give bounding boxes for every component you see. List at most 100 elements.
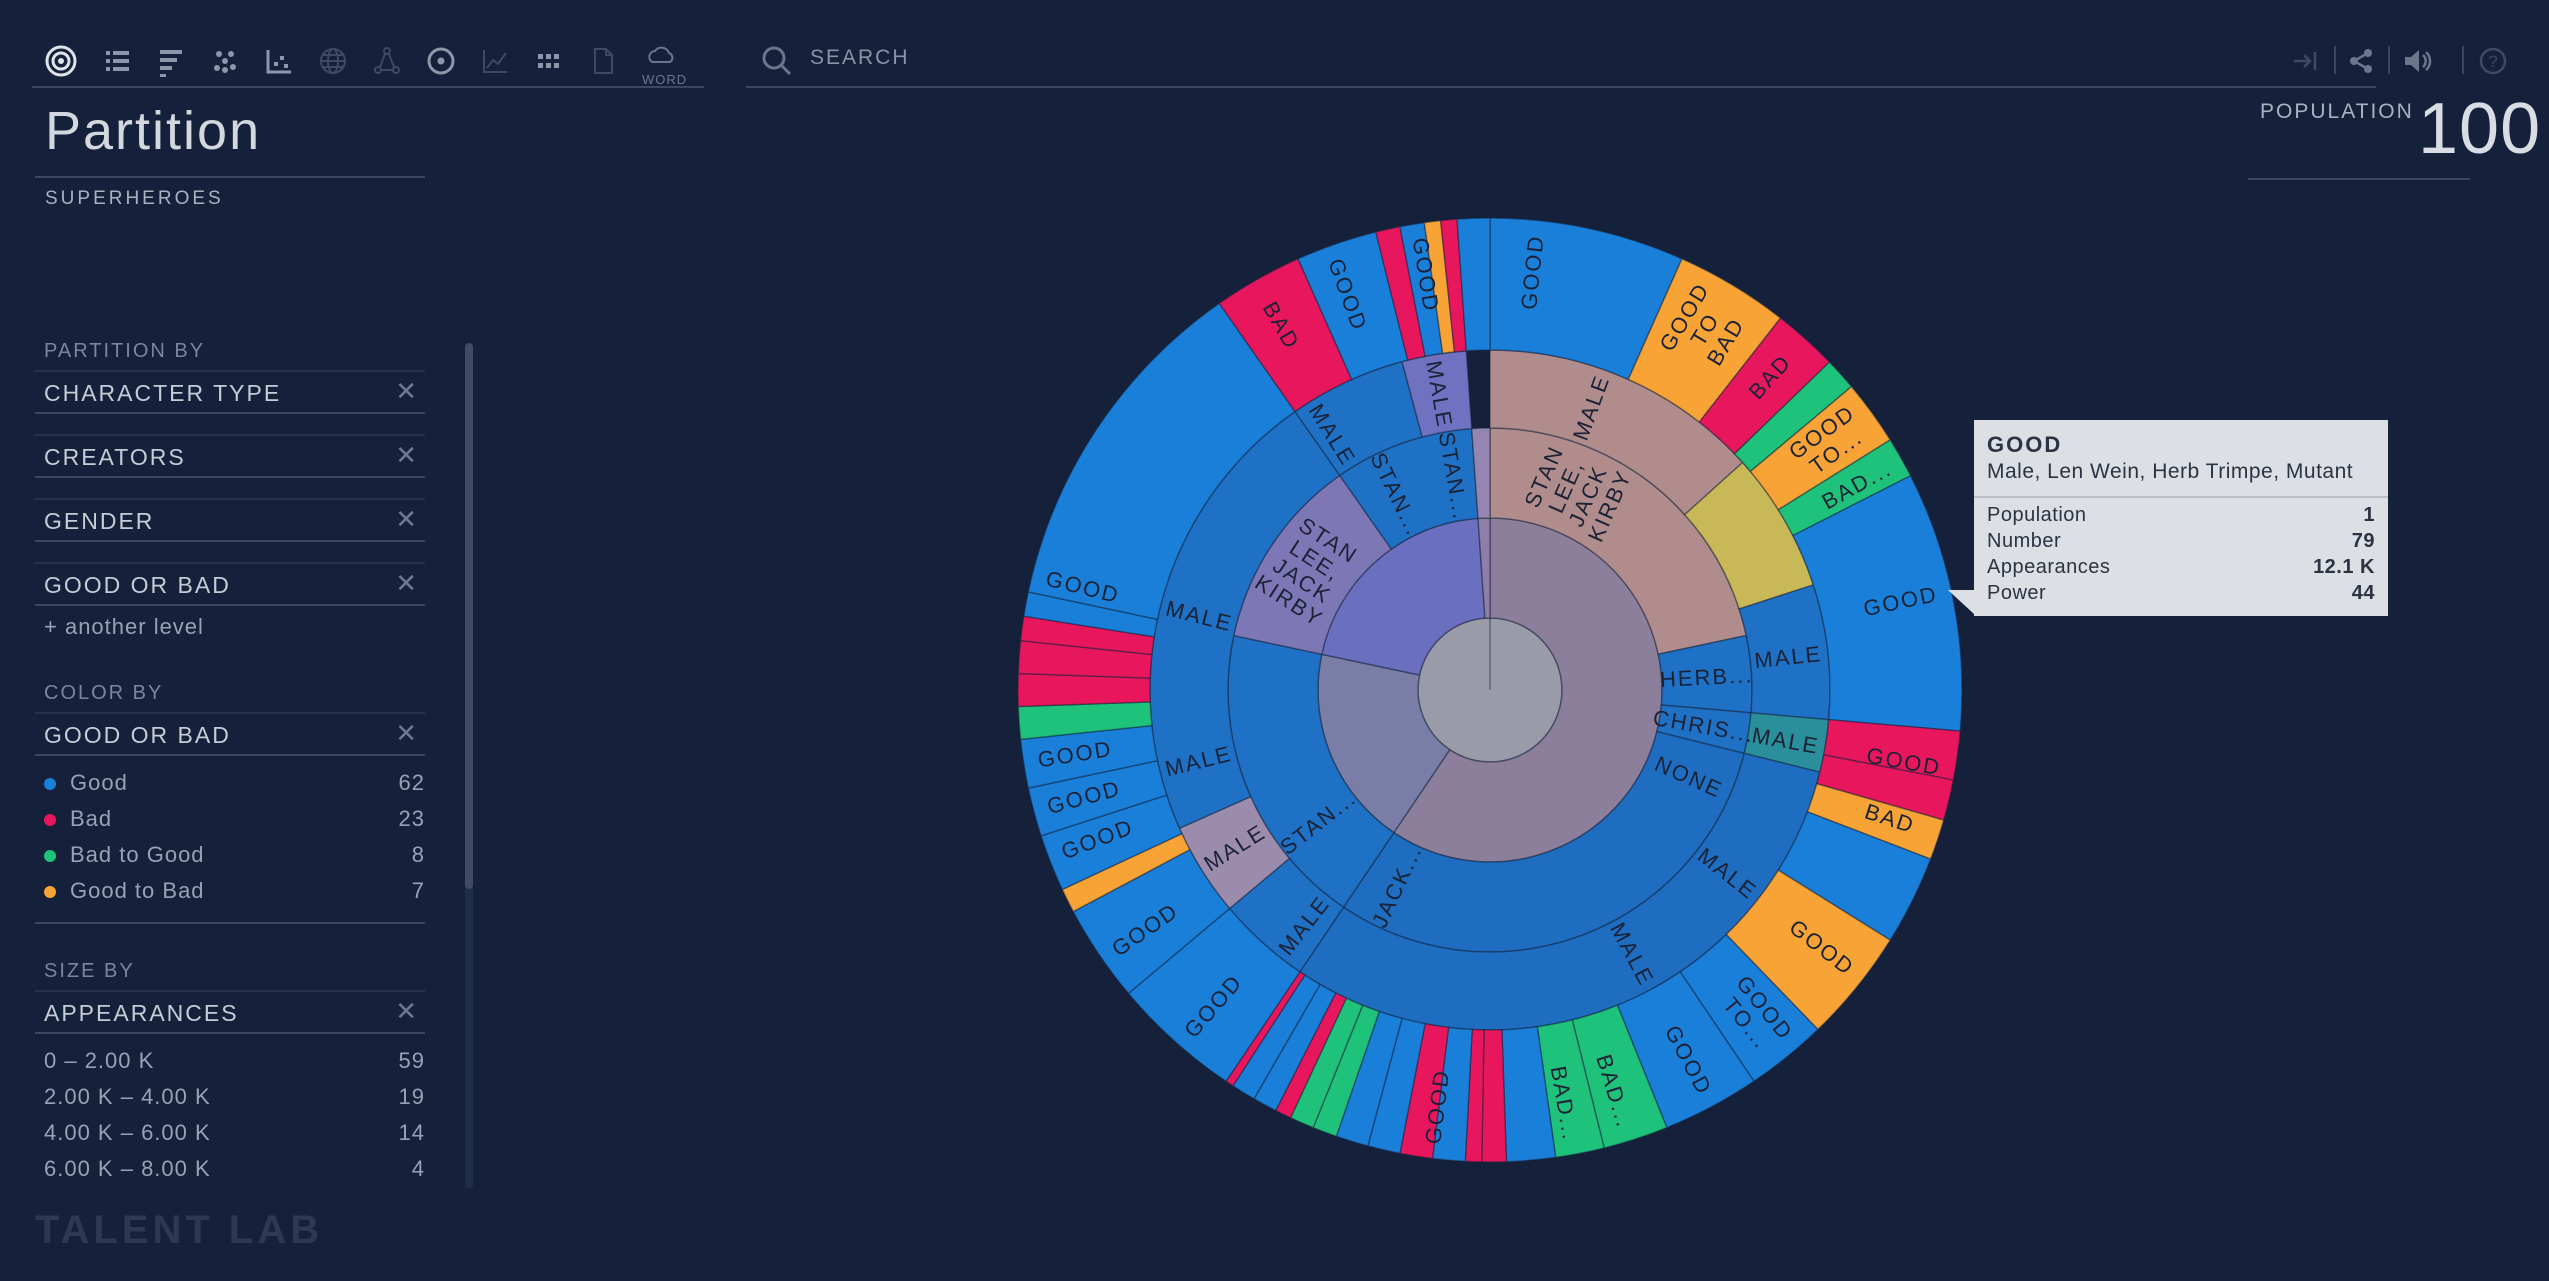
grid-dots-icon[interactable] <box>530 42 568 80</box>
outer-segment[interactable] <box>1017 701 1153 741</box>
outer-segment[interactable] <box>1399 221 1444 358</box>
outer-segment[interactable] <box>1464 1028 1485 1163</box>
outer-segment[interactable] <box>1749 385 1892 511</box>
outer-segment[interactable] <box>1072 848 1231 995</box>
ring2-segment[interactable] <box>1227 634 1395 909</box>
outer-segment[interactable] <box>1335 1010 1403 1147</box>
ring1-segment[interactable] <box>1392 517 1663 863</box>
ring1-segment[interactable] <box>1320 517 1486 676</box>
sunburst-icon[interactable] <box>42 42 80 80</box>
tooltip-divider <box>1974 496 2388 498</box>
speaker-icon[interactable] <box>2398 42 2436 80</box>
partition-by-label: PARTITION BY <box>44 340 206 362</box>
ring1-segment[interactable] <box>1317 653 1451 834</box>
remove-level-icon[interactable]: ✕ <box>395 376 417 406</box>
remove-level-icon[interactable]: ✕ <box>395 568 417 598</box>
color-by-value: GOOD OR BAD <box>44 722 231 748</box>
outer-segment[interactable] <box>1027 759 1168 837</box>
outer-segment[interactable] <box>1399 1022 1450 1160</box>
legend-item-bad-to-good[interactable]: Bad to Good 8 <box>44 842 425 872</box>
remove-level-icon[interactable]: ✕ <box>395 504 417 534</box>
ring1-segment[interactable] <box>1477 517 1491 619</box>
outer-segment[interactable] <box>1480 1029 1508 1163</box>
help-icon[interactable]: ? <box>2474 42 2512 80</box>
partition-level-good-or-bad[interactable]: GOOD OR BAD ✕ <box>35 562 425 606</box>
add-level-link[interactable]: + another level <box>44 614 204 639</box>
outer-segment[interactable] <box>1679 933 1819 1083</box>
outer-segment[interactable] <box>1423 219 1456 355</box>
bubbles-icon[interactable] <box>206 42 244 80</box>
color-by-label: COLOR BY <box>44 682 164 704</box>
outer-segment[interactable] <box>1019 724 1159 790</box>
scatter-icon[interactable] <box>260 42 298 80</box>
outer-segment[interactable] <box>1027 302 1297 621</box>
network-icon[interactable] <box>368 42 406 80</box>
outer-segment[interactable] <box>1536 1018 1606 1159</box>
scrollbar-thumb[interactable] <box>465 343 473 889</box>
remove-color-icon[interactable]: ✕ <box>395 718 417 748</box>
ring2-segment[interactable] <box>1338 427 1479 551</box>
exit-icon[interactable] <box>2286 42 2324 80</box>
panel-scrollbar[interactable] <box>465 343 473 1189</box>
legend-swatch <box>44 850 56 863</box>
ring3-segment[interactable] <box>1298 752 1821 1031</box>
list-icon[interactable] <box>98 42 136 80</box>
legend-item-bad[interactable]: Bad 23 <box>44 806 425 836</box>
globe-icon[interactable] <box>314 42 352 80</box>
size-bin[interactable]: 4.00 K – 6.00 K 14 <box>44 1120 425 1150</box>
partition-level-creators[interactable]: CREATORS ✕ <box>35 434 425 478</box>
outer-segment[interactable] <box>1231 974 1322 1100</box>
legend-swatch <box>44 778 56 791</box>
outer-segment[interactable] <box>1777 438 1912 537</box>
outer-segment[interactable] <box>1218 257 1353 413</box>
outer-segment[interactable] <box>1501 1025 1557 1163</box>
tooltip-row-label: Number <box>1987 530 2062 552</box>
remove-level-icon[interactable]: ✕ <box>395 440 417 470</box>
bars-icon[interactable] <box>152 42 190 80</box>
share-icon[interactable] <box>2342 42 2380 80</box>
ring2-segment[interactable] <box>1470 427 1491 520</box>
legend-count: 23 <box>398 806 425 831</box>
outer-segment[interactable] <box>1017 672 1151 708</box>
outer-segment[interactable] <box>1806 782 1945 861</box>
outer-segment[interactable] <box>1040 794 1183 891</box>
size-bin[interactable]: 6.00 K – 8.00 K 4 <box>44 1156 425 1176</box>
ring3-segment[interactable] <box>1743 712 1830 774</box>
line-chart-icon[interactable] <box>476 42 514 80</box>
outer-segment[interactable] <box>1252 983 1337 1112</box>
partition-level-gender[interactable]: GENDER ✕ <box>35 498 425 542</box>
search-input[interactable]: SEARCH <box>810 46 910 69</box>
ring2-segment[interactable] <box>1489 427 1748 656</box>
dataset-name: SUPERHEROES <box>45 188 224 209</box>
outer-segment[interactable] <box>1725 869 1892 1031</box>
outer-segment[interactable] <box>1733 361 1853 473</box>
size-bin-count: 19 <box>398 1084 425 1109</box>
ring2-segment[interactable] <box>1342 730 1746 953</box>
partition-level-character-type[interactable]: CHARACTER TYPE ✕ <box>35 370 425 414</box>
outer-segment[interactable] <box>1017 639 1153 679</box>
legend-item-good-to-bad[interactable]: Good to Bad 7 <box>44 878 425 908</box>
outer-segment[interactable] <box>1456 217 1491 352</box>
size-bin[interactable]: 2.00 K – 4.00 K 19 <box>44 1084 425 1114</box>
outer-segment[interactable] <box>1366 1017 1427 1155</box>
legend-item-good[interactable]: Good 62 <box>44 770 425 800</box>
remove-size-icon[interactable]: ✕ <box>395 996 417 1026</box>
outer-segment[interactable] <box>1312 1004 1381 1138</box>
size-by-field[interactable]: APPEARANCES ✕ <box>35 990 425 1034</box>
search-icon[interactable] <box>760 44 794 78</box>
outer-segment[interactable] <box>1791 474 1963 732</box>
outer-segment[interactable] <box>1289 997 1364 1129</box>
section-divider <box>35 922 425 924</box>
size-bin-label: 2.00 K – 4.00 K <box>44 1084 211 1109</box>
outer-segment[interactable] <box>1374 225 1427 362</box>
outer-segment[interactable] <box>1822 718 1962 781</box>
sunburst-chart[interactable]: GOODGOODTOBADBADGOODTO...BAD...GOODGOODB… <box>1010 190 1970 1190</box>
size-bin[interactable]: 0 – 2.00 K 59 <box>44 1048 425 1078</box>
outer-segment[interactable] <box>1627 257 1782 424</box>
radar-icon[interactable] <box>422 42 460 80</box>
document-icon[interactable] <box>584 42 622 80</box>
color-by-field[interactable]: GOOD OR BAD ✕ <box>35 712 425 756</box>
ring3-segment[interactable] <box>1401 350 1473 438</box>
outer-segment[interactable] <box>1127 907 1301 1083</box>
word-cloud-icon[interactable]: WORD <box>638 42 686 87</box>
